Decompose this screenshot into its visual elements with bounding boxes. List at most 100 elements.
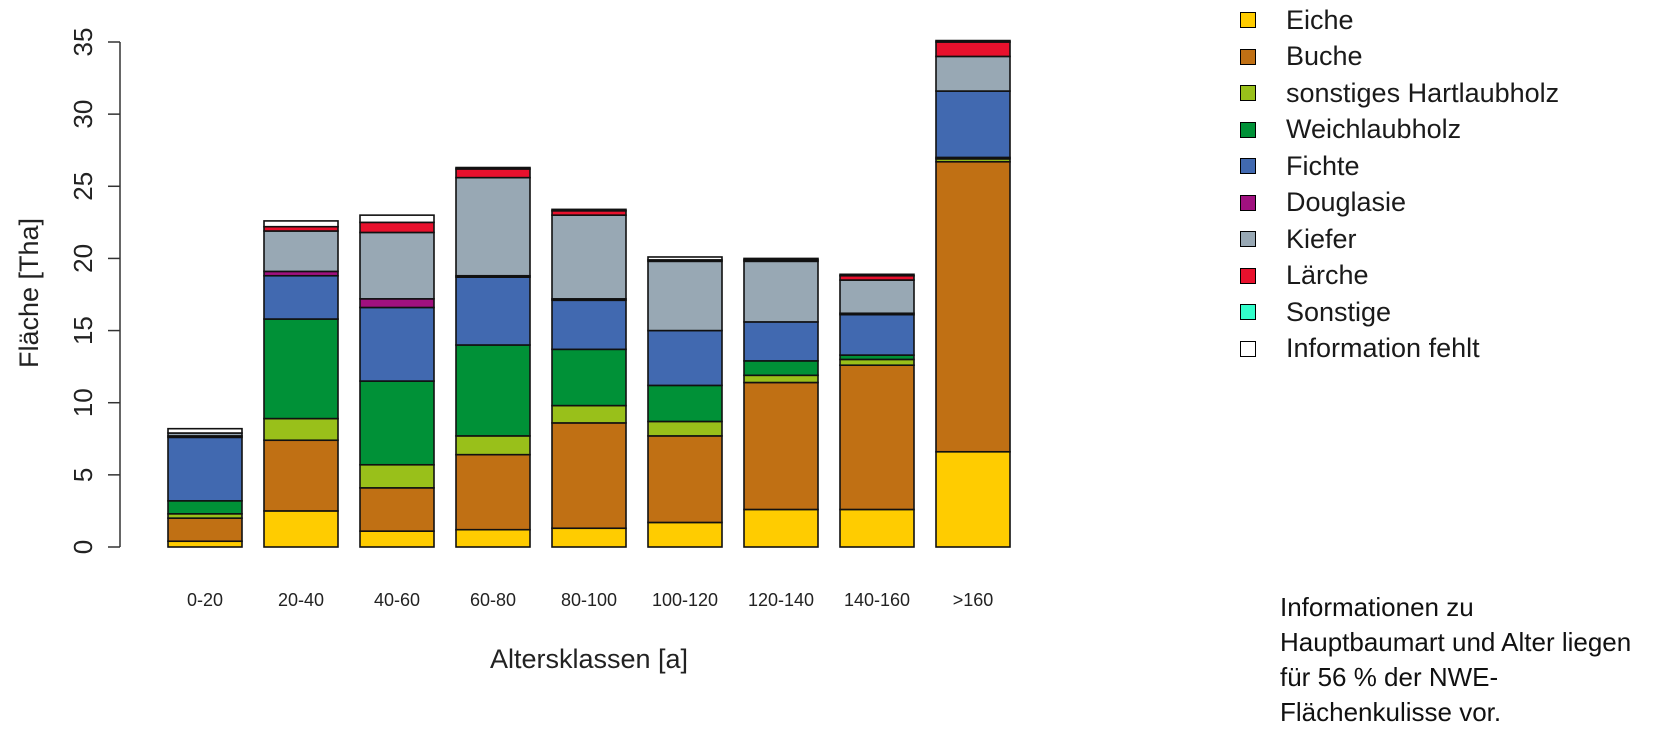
bar-segment — [455, 176, 531, 277]
x-tick-label: 140-160 — [844, 590, 910, 610]
bar-segment — [167, 427, 243, 434]
bar-stacks — [167, 39, 1011, 548]
y-tick-label: 10 — [68, 388, 98, 417]
x-tick-label: 40-60 — [374, 590, 420, 610]
bar-segment — [647, 256, 723, 261]
legend-item: Sonstige — [1240, 294, 1559, 331]
bar-segment — [839, 313, 915, 356]
x-axis-label: Altersklassen [a] — [490, 644, 688, 674]
bar-segment — [455, 344, 531, 437]
bar-segment — [839, 508, 915, 548]
y-tick-label: 25 — [68, 172, 98, 201]
bar-segment — [743, 360, 819, 377]
bar-segment — [455, 276, 531, 346]
bar-segment — [935, 55, 1011, 92]
legend-item: Fichte — [1240, 148, 1559, 185]
bar-stack — [551, 208, 627, 548]
bar-segment — [359, 231, 435, 300]
bar-stack — [743, 257, 819, 548]
bar-segment — [359, 221, 435, 234]
bar-segment — [935, 39, 1011, 43]
legend-label: Buche — [1286, 41, 1363, 72]
legend-swatch — [1240, 231, 1256, 248]
chart-legend: Eiche Buche sonstiges Hartlaubholz Weichlau… — [1240, 2, 1559, 367]
bar-segment — [359, 214, 435, 224]
y-tick-label: 5 — [68, 468, 98, 482]
bar-stack — [935, 39, 1011, 548]
bar-segment — [839, 273, 915, 277]
bar-segment — [935, 90, 1011, 159]
legend-swatch — [1240, 194, 1256, 211]
bar-stack — [839, 273, 915, 548]
bar-segment — [359, 487, 435, 532]
bar-stack — [167, 427, 243, 548]
y-tick-label: 0 — [68, 540, 98, 554]
legend-item: Buche — [1240, 39, 1559, 76]
bar-segment — [263, 439, 339, 512]
bar-segment — [743, 260, 819, 323]
bar-segment — [839, 279, 915, 315]
y-tick-label: 15 — [68, 316, 98, 345]
bar-segment — [167, 500, 243, 515]
bar-segment — [935, 450, 1011, 548]
legend-label: Kiefer — [1286, 223, 1357, 254]
legend-swatch — [1240, 85, 1256, 102]
bar-segment — [167, 436, 243, 502]
legend-label: sonstiges Hartlaubholz — [1286, 77, 1560, 108]
bar-segment — [551, 299, 627, 351]
x-tick-label: 100-120 — [652, 590, 718, 610]
bar-segment — [263, 230, 339, 273]
bar-segment — [743, 321, 819, 362]
bar-segment — [839, 358, 915, 366]
x-tick-label: 20-40 — [278, 590, 324, 610]
bar-segment — [359, 298, 435, 309]
bar-segment — [263, 510, 339, 548]
bar-segment — [551, 422, 627, 530]
bar-stack — [359, 214, 435, 548]
y-axis-label: Fläche [Tha] — [14, 218, 44, 368]
legend-label: Sonstige — [1286, 296, 1392, 327]
x-tick-label: >160 — [953, 590, 994, 610]
coverage-note: Informationen zu Hauptbaumart und Alter … — [1280, 592, 1632, 727]
bar-segment — [551, 348, 627, 407]
legend-swatch — [1240, 12, 1256, 29]
bar-segment — [359, 530, 435, 548]
legend-item: Kiefer — [1240, 221, 1559, 258]
bar-segment — [743, 374, 819, 384]
bar-segment — [455, 435, 531, 456]
legend-item: Lärche — [1240, 258, 1559, 295]
legend-item: Information fehlt — [1240, 331, 1559, 368]
legend-swatch — [1240, 267, 1256, 284]
legend-label: Douglasie — [1286, 187, 1407, 218]
bar-segment — [359, 380, 435, 466]
bar-segment — [647, 384, 723, 423]
bar-segment — [647, 329, 723, 387]
bar-segment — [263, 318, 339, 420]
bar-segment — [263, 220, 339, 228]
bar-segment — [743, 381, 819, 511]
bar-segment — [551, 208, 627, 212]
bar-segment — [743, 257, 819, 261]
y-tick-label: 30 — [68, 100, 98, 129]
legend-swatch — [1240, 304, 1256, 321]
x-axis-tick-labels: 0-20 20-40 40-60 60-80 80-100 100-120 120-140 1… — [187, 590, 993, 610]
legend-swatch — [1240, 48, 1256, 65]
bar-segment — [455, 168, 531, 179]
stacked-bar-chart: 0 5 10 15 20 25 30 35 0-20 20-40 40-60 60-80 80-100… — [14, 28, 1011, 674]
y-axis: 0 5 10 15 20 25 30 35 — [68, 28, 121, 554]
bar-segment — [743, 508, 819, 548]
legend-label: Weichlaubholz — [1286, 114, 1462, 145]
legend-item: Eiche — [1240, 2, 1559, 39]
bar-segment — [647, 420, 723, 437]
x-tick-label: 0-20 — [187, 590, 223, 610]
bar-segment — [167, 517, 243, 543]
legend-item: Douglasie — [1240, 185, 1559, 222]
bar-segment — [935, 160, 1011, 453]
bar-stack — [647, 256, 723, 548]
bar-segment — [935, 41, 1011, 58]
legend-label: Fichte — [1286, 150, 1360, 181]
bar-stack — [263, 220, 339, 548]
bar-segment — [647, 435, 723, 524]
bar-segment — [551, 214, 627, 300]
bar-segment — [455, 528, 531, 548]
